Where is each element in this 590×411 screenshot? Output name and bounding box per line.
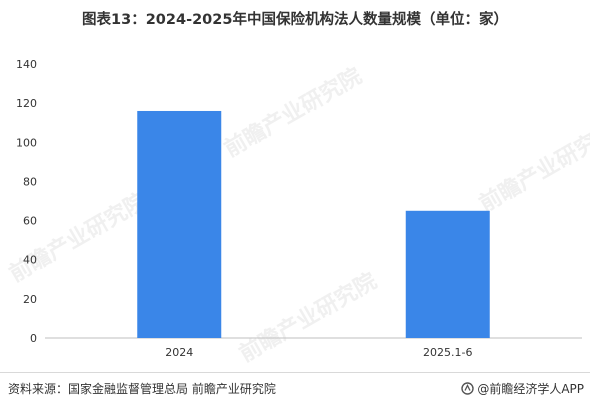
brand-logo-icon	[461, 382, 475, 395]
y-tick-label: 80	[23, 175, 37, 188]
brand-credit: @前瞻经济学人APP	[461, 380, 584, 397]
x-tick-label: 2025.1-6	[423, 346, 472, 359]
y-tick-label: 40	[23, 254, 37, 267]
chart-title: 图表13：2024-2025年中国保险机构法人数量规模（单位：家）	[82, 12, 508, 28]
y-tick-label: 20	[23, 293, 37, 306]
y-tick-label: 60	[23, 215, 37, 228]
source-note: 资料来源：国家金融监督管理总局 前瞻产业研究院	[8, 382, 276, 396]
y-tick-label: 100	[16, 136, 37, 149]
bar-2025.1-6	[405, 210, 490, 338]
y-tick-label: 120	[16, 97, 37, 110]
bar-2024	[137, 110, 222, 338]
x-tick-label: 2024	[165, 346, 193, 359]
y-tick-label: 140	[16, 58, 37, 71]
bar-chart: 0 20 40 60 80 100 120 140 2024 2025.1-6	[16, 58, 582, 359]
brand-label: @前瞻经济学人APP	[477, 382, 584, 396]
footer-divider	[0, 372, 590, 373]
y-tick-label: 0	[30, 332, 37, 345]
